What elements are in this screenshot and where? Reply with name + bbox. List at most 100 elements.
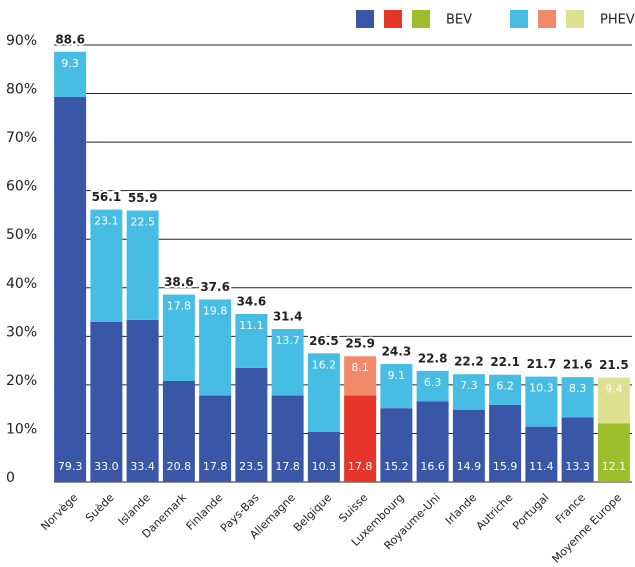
bar-segment [162, 381, 195, 482]
bar-segment [199, 395, 232, 482]
total-label: 55.9 [128, 191, 158, 205]
segment-label: 10.3 [312, 460, 337, 473]
bar-segment [162, 294, 195, 382]
x-tick-label: France [553, 491, 588, 526]
bar-segment [416, 370, 449, 402]
x-tick-label: Belgique [291, 491, 334, 534]
bar-segment [597, 377, 630, 424]
bar-segment [380, 408, 413, 482]
segment-label: 12.1 [602, 460, 627, 473]
segment-label: 19.8 [203, 304, 228, 317]
segment-label: 17.8 [203, 460, 228, 473]
total-label: 38.6 [164, 275, 194, 289]
legend-swatch [538, 10, 556, 28]
segment-label: 11.4 [529, 460, 554, 473]
bar-segment [525, 426, 558, 482]
bar-segment [307, 431, 340, 482]
legend-label: PHEV [600, 13, 635, 28]
bar-segment [489, 374, 522, 405]
x-tick-label: Irlande [443, 491, 479, 527]
y-tick-label: 0 [6, 470, 15, 486]
y-tick-label: 20% [6, 373, 37, 389]
total-label: 21.6 [563, 358, 593, 372]
total-label: 21.5 [599, 358, 629, 372]
segment-label: 79.3 [58, 460, 83, 473]
segment-label: 16.2 [312, 358, 337, 371]
y-tick-label: 30% [6, 324, 37, 340]
x-tick-label: Norvège [38, 491, 80, 533]
bar-segment [235, 313, 268, 368]
bar-segment [54, 51, 87, 97]
segment-label: 13.3 [565, 460, 590, 473]
segment-label: 9.1 [388, 369, 406, 382]
x-tick-label: Autriche [474, 491, 516, 533]
bar-segment [90, 321, 123, 482]
total-label: 25.9 [345, 337, 375, 351]
bar-segment [271, 395, 304, 482]
segment-label: 15.9 [493, 460, 518, 473]
bar-segment [271, 329, 304, 396]
legend-swatch [412, 10, 430, 28]
segment-label: 14.9 [457, 460, 482, 473]
segment-label: 16.6 [420, 460, 445, 473]
segment-label: 8.3 [569, 382, 587, 395]
segment-label: 17.8 [167, 300, 192, 313]
bar-segment [597, 423, 630, 482]
bar-segment [126, 210, 159, 320]
bar-segment [307, 353, 340, 432]
segment-label: 10.3 [529, 382, 554, 395]
y-tick-label: 80% [6, 82, 37, 98]
total-label: 21.7 [527, 357, 557, 371]
bar-segment [344, 356, 377, 396]
segment-label: 33.4 [130, 460, 155, 473]
segment-label: 33.0 [94, 460, 119, 473]
legend-swatch [384, 10, 402, 28]
bar-segment [561, 377, 594, 418]
bar-segment [452, 409, 485, 482]
x-tick-label: Portugal [510, 491, 551, 532]
total-label: 56.1 [92, 190, 122, 204]
y-tick-label: 10% [6, 421, 37, 437]
legend-swatch [356, 10, 374, 28]
total-label: 88.6 [55, 32, 85, 46]
bar-segment [452, 374, 485, 410]
total-label: 31.4 [273, 310, 303, 324]
bar-segment [54, 96, 87, 483]
legend-label: BEV [446, 13, 472, 28]
segment-label: 13.7 [275, 334, 300, 347]
bar-segment [380, 364, 413, 409]
segment-label: 20.8 [167, 460, 192, 473]
segment-label: 23.1 [94, 215, 119, 228]
total-label: 22.2 [454, 355, 484, 369]
bar-segment [90, 209, 123, 322]
total-label: 22.8 [418, 351, 448, 365]
segment-label: 8.1 [351, 361, 369, 374]
bar-segment [126, 319, 159, 482]
bar-segment [525, 376, 558, 427]
legend-swatch [510, 10, 528, 28]
bar-segment [561, 417, 594, 482]
x-tick-label: Suède [83, 491, 117, 525]
total-label: 22.1 [490, 355, 520, 369]
x-tick-label: Suisse [336, 491, 370, 525]
y-tick-label: 60% [6, 179, 37, 195]
y-tick-label: 50% [6, 227, 37, 243]
total-label: 24.3 [382, 345, 412, 359]
y-tick-label: 40% [6, 276, 37, 292]
y-tick-label: 90% [6, 33, 37, 49]
bar-segment [416, 401, 449, 482]
bar-segment [344, 395, 377, 482]
segment-label: 6.3 [424, 376, 442, 389]
bar-segment [199, 299, 232, 396]
total-label: 26.5 [309, 334, 339, 348]
segment-label: 15.2 [384, 460, 409, 473]
x-tick-label: Moyenne Europe [550, 491, 625, 566]
bar-segment [489, 404, 522, 482]
total-label: 34.6 [237, 294, 267, 308]
segment-label: 9.4 [605, 383, 623, 396]
segment-label: 7.3 [460, 379, 478, 392]
segment-label: 17.8 [275, 460, 300, 473]
bar-segment [235, 367, 268, 482]
legend-swatch [566, 10, 584, 28]
